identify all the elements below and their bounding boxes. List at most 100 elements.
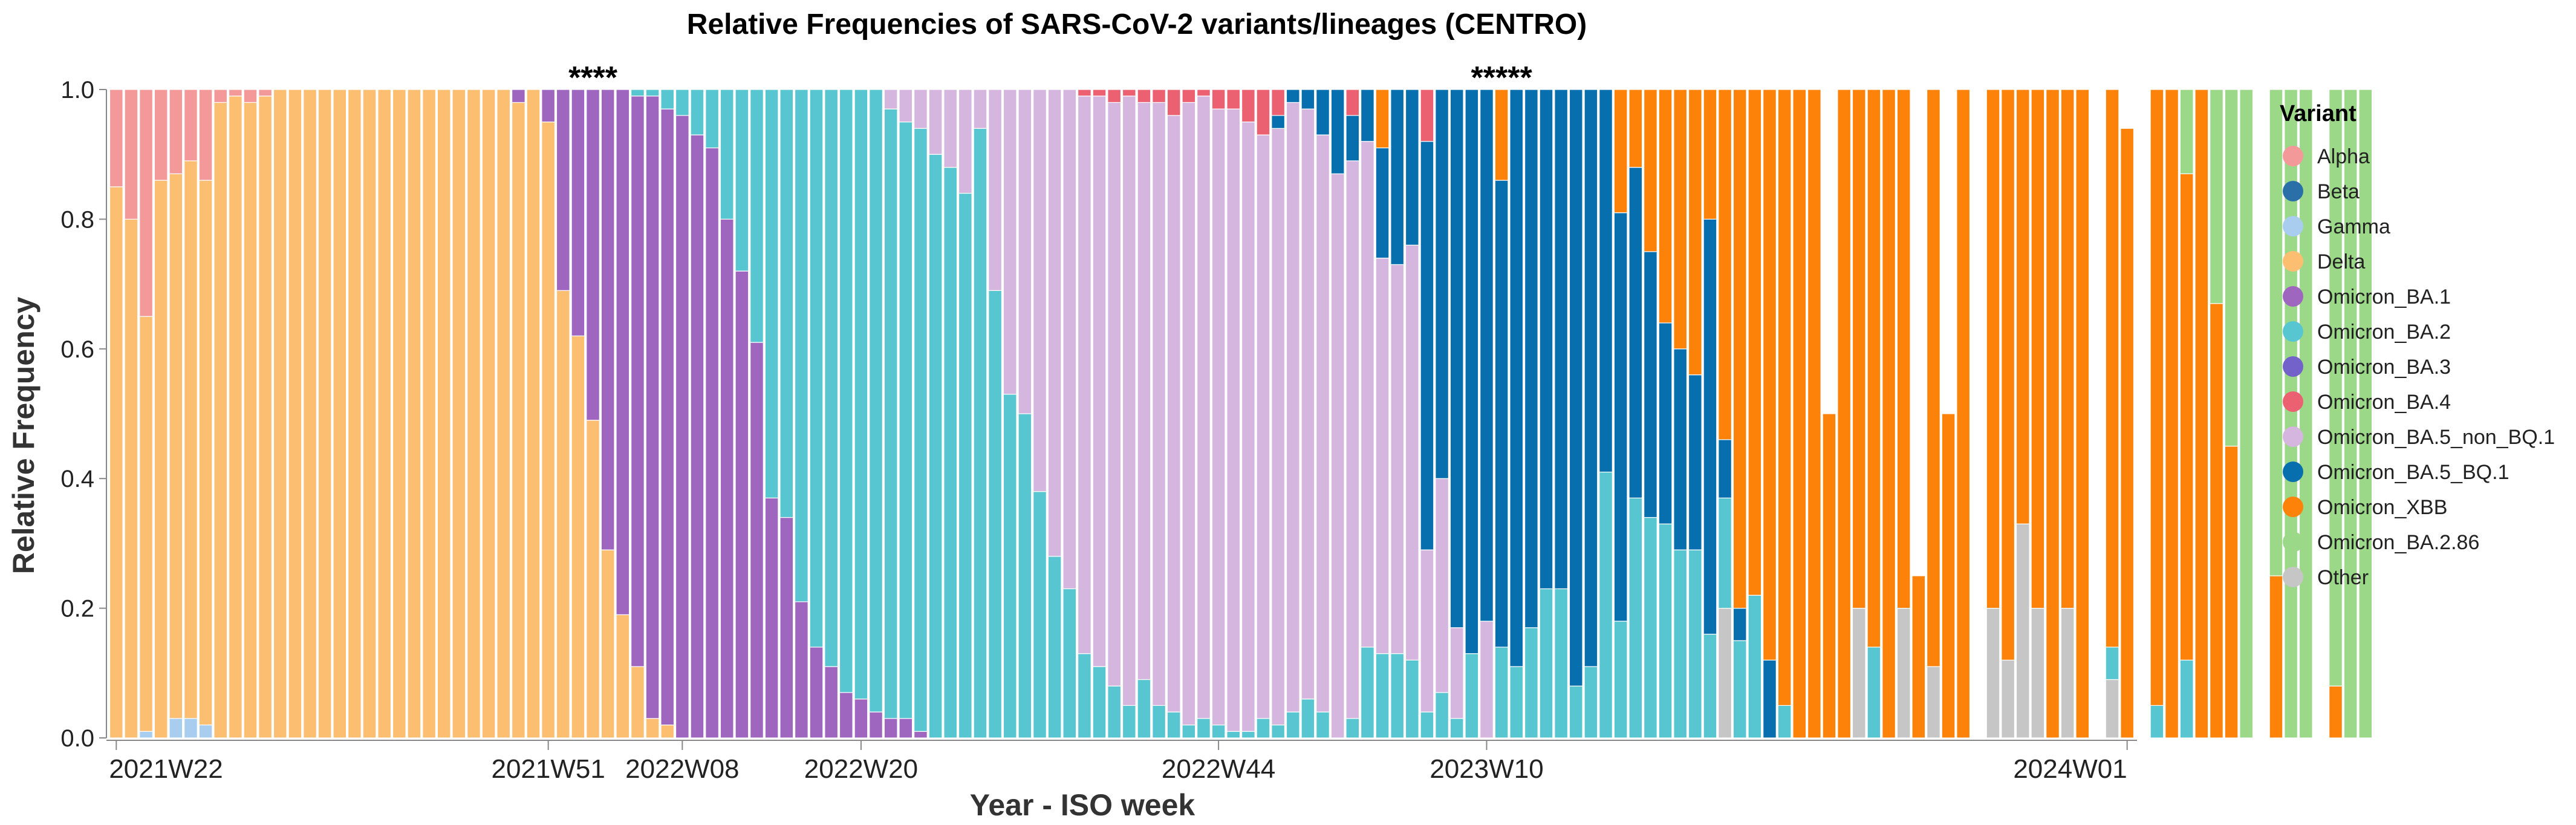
bar-segment [1182, 724, 1196, 739]
bar-segment [1539, 588, 1553, 739]
bar-segment [1628, 167, 1643, 498]
legend: Variant Alpha Beta Gamma Delta Omicron_BA.1 O… [2280, 101, 2555, 589]
bar-segment [2194, 89, 2209, 739]
x-tick-label: 2022W20 [804, 754, 918, 784]
bar-segment [258, 89, 273, 97]
bar-segment [1480, 89, 1494, 622]
bar-segment [1852, 607, 1866, 739]
bar-segment [1644, 517, 1657, 739]
bar-segment [631, 96, 645, 667]
bar-segment [899, 122, 913, 719]
bar-segment [1554, 588, 1569, 739]
bar-segment [1390, 89, 1405, 266]
bar-segment [928, 89, 943, 155]
bar-segment [616, 89, 630, 615]
bar-segment [2046, 89, 2060, 739]
bar-segment [1524, 89, 1538, 628]
bar-segment [1748, 89, 1762, 596]
bar-segment [2105, 89, 2119, 648]
x-axis-title: Year - ISO week [970, 788, 1195, 822]
bar-segment [1435, 89, 1449, 479]
bar-segment [1405, 659, 1419, 739]
y-axis: 0.0 0.2 0.4 0.6 0.8 1.0 [60, 77, 107, 752]
bar-segment [1375, 258, 1390, 654]
bar-segment [1256, 134, 1270, 719]
bar-segment [1345, 160, 1360, 719]
bar-segment [839, 89, 853, 693]
bar-segment [914, 128, 928, 732]
bar-segment [198, 724, 213, 739]
bar-segment [1078, 96, 1091, 654]
bar-segment [973, 89, 987, 129]
bar-segment [1062, 588, 1077, 739]
bar-segment [1703, 633, 1717, 739]
bar-segment [2179, 659, 2194, 739]
bar-segment [764, 89, 779, 498]
bar-segment [198, 180, 213, 726]
significance-annotation: ***** [1471, 60, 1533, 96]
bar-segment [1584, 89, 1598, 667]
bar-segment [1241, 89, 1255, 123]
bar-segment [154, 180, 168, 739]
bar-segment [779, 517, 794, 739]
bar-segment [631, 89, 645, 97]
bar-segment [645, 89, 660, 97]
bar-segment [496, 89, 511, 739]
bar-segment [1033, 89, 1047, 492]
bar-segment [1644, 251, 1657, 518]
bar-segment [1405, 244, 1419, 660]
bar-segment [481, 89, 496, 739]
bar-segment [2105, 679, 2119, 739]
bar-segment [1569, 89, 1583, 686]
legend-swatch [2283, 532, 2303, 552]
bar-segment [437, 89, 451, 739]
y-tick-label: 0.0 [60, 725, 94, 752]
bar-segment [928, 154, 943, 739]
bar-segment [600, 89, 615, 550]
bar-segment [1763, 89, 1777, 660]
bar-segment [2179, 173, 2194, 660]
bar-segment [616, 614, 630, 739]
bar-segment [1286, 711, 1300, 739]
bar-segment [764, 497, 779, 739]
bar-segment [1405, 89, 1419, 246]
bar-segment [258, 96, 273, 739]
bar-segment [1345, 718, 1360, 739]
legend-label: Delta [2317, 250, 2365, 273]
legend-label: Omicron_BA.3 [2317, 356, 2451, 379]
bar-segment [1613, 212, 1628, 622]
bar-segment [139, 89, 153, 317]
x-tick-label: 2022W44 [1162, 754, 1275, 784]
bar-segment [2358, 89, 2373, 739]
bar-segment [228, 96, 242, 739]
bar-segment [303, 89, 317, 739]
bar-segment [1777, 89, 1792, 706]
bar-segment [109, 186, 123, 739]
bar-segment [600, 549, 615, 739]
y-tick-label: 0.6 [60, 336, 94, 363]
bar-segment [1554, 89, 1569, 590]
legend-swatch [2283, 567, 2303, 587]
bar-segment [1092, 96, 1107, 667]
bar-segment [422, 89, 437, 739]
y-axis-title: Relative Frequency [7, 297, 41, 575]
bar-segment [1271, 128, 1286, 726]
x-tick-label: 2024W01 [2013, 754, 2127, 784]
bar-segment [1852, 89, 1866, 609]
bar-segment [750, 89, 764, 343]
bar-segment [1896, 607, 1911, 739]
bar-segment [1777, 705, 1792, 739]
bar-segment [2343, 89, 2358, 739]
bar-segment [2150, 89, 2164, 706]
bar-segment [943, 89, 958, 168]
bar-segment [1182, 89, 1196, 103]
bar-segment [869, 89, 883, 712]
bar-segment [645, 718, 660, 739]
bar-segment [1122, 705, 1136, 739]
bar-segment [1420, 549, 1434, 712]
legend-swatch [2283, 497, 2303, 517]
bar-segment [467, 89, 481, 739]
bar-segment [735, 89, 749, 272]
bar-segment [1390, 264, 1405, 654]
bar-segment [511, 89, 525, 103]
